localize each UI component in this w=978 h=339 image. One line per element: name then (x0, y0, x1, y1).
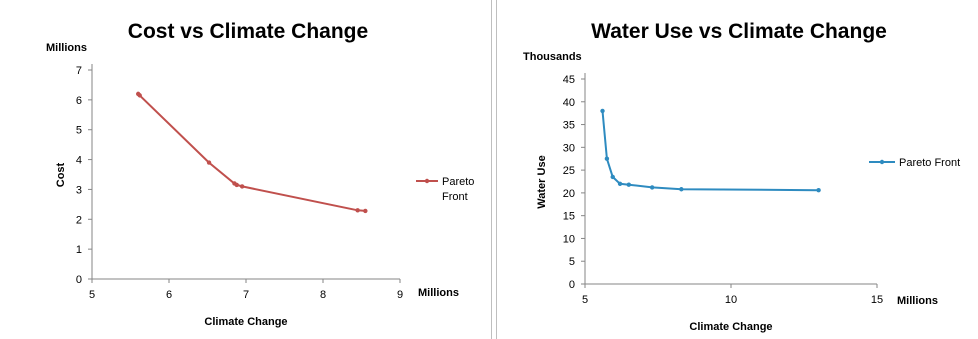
data-point (206, 160, 212, 165)
y-axis-title: Water Use (536, 155, 548, 208)
chart-panel-cost: Cost vs Climate Change Millions Millions 0 1… (46, 0, 492, 339)
y-tick-label: 25 (563, 165, 575, 177)
x-tick-label: 8 (320, 289, 326, 301)
y-tick-label: 0 (569, 279, 575, 291)
data-point (617, 181, 623, 186)
y-unit-label: Thousands (523, 51, 582, 63)
data-point (649, 185, 655, 190)
data-point (600, 108, 605, 114)
data-point (234, 182, 239, 188)
x-tick-label: 6 (166, 289, 172, 301)
data-point (363, 208, 368, 214)
y-tick-label: 15 (563, 211, 575, 223)
y-tick-label: 3 (76, 184, 82, 196)
legend-marker (879, 159, 885, 165)
y-tick-label: 1 (76, 244, 82, 256)
legend-marker (424, 178, 430, 184)
y-tick-label: 45 (563, 74, 575, 86)
y-tick-label: 4 (76, 155, 82, 167)
y-tick-label: 20 (563, 188, 575, 200)
x-unit-label: Millions (418, 287, 459, 299)
y-tick-label: 6 (76, 95, 82, 107)
data-point (679, 187, 684, 192)
y-tick-label: 5 (76, 125, 82, 137)
legend-label-line: Front (442, 191, 468, 203)
data-point (626, 182, 631, 187)
x-tick-label: 7 (243, 289, 249, 301)
data-point (137, 93, 142, 98)
series-line-pareto-front (137, 93, 366, 212)
y-tick-label: 10 (563, 233, 575, 245)
chart-title: Water Use vs Climate Change (591, 20, 887, 43)
x-unit-label: Millions (897, 295, 938, 307)
y-tick-label: 2 (76, 214, 82, 226)
x-tick-label: 15 (871, 294, 883, 306)
legend-label: Pareto Front (899, 157, 960, 169)
x-axis-title: Climate Change (689, 321, 772, 333)
chart-panel-water: Water Use vs Climate Change Thousands Mill… (496, 0, 978, 339)
chart-title: Cost vs Climate Change (128, 20, 368, 43)
x-axis-title: Climate Change (204, 316, 287, 328)
y-tick-label: 7 (76, 65, 82, 77)
x-tick-label: 10 (725, 294, 737, 306)
data-point (604, 156, 610, 161)
chart-svg-cost: Cost vs Climate Change Millions Millions 0 1… (46, 20, 474, 328)
x-tick-label: 5 (89, 289, 95, 301)
x-tick-label: 9 (397, 289, 403, 301)
y-axis-title: Cost (55, 162, 67, 187)
y-tick-label: 0 (76, 274, 82, 286)
x-tick-label: 5 (582, 294, 588, 306)
chart-svg-water: Water Use vs Climate Change Thousands Mill… (523, 20, 960, 333)
y-tick-label: 30 (563, 142, 575, 154)
data-point (239, 184, 245, 189)
legend-label: Pareto Front (442, 176, 474, 203)
series-line-pareto-front (601, 110, 819, 192)
data-point (816, 187, 821, 193)
y-tick-label: 35 (563, 120, 575, 132)
y-tick-label: 40 (563, 97, 575, 109)
data-point (355, 208, 360, 213)
data-point (610, 174, 615, 180)
legend-label-line: Pareto (442, 176, 474, 188)
y-tick-label: 5 (569, 256, 575, 268)
y-unit-label: Millions (46, 42, 87, 54)
